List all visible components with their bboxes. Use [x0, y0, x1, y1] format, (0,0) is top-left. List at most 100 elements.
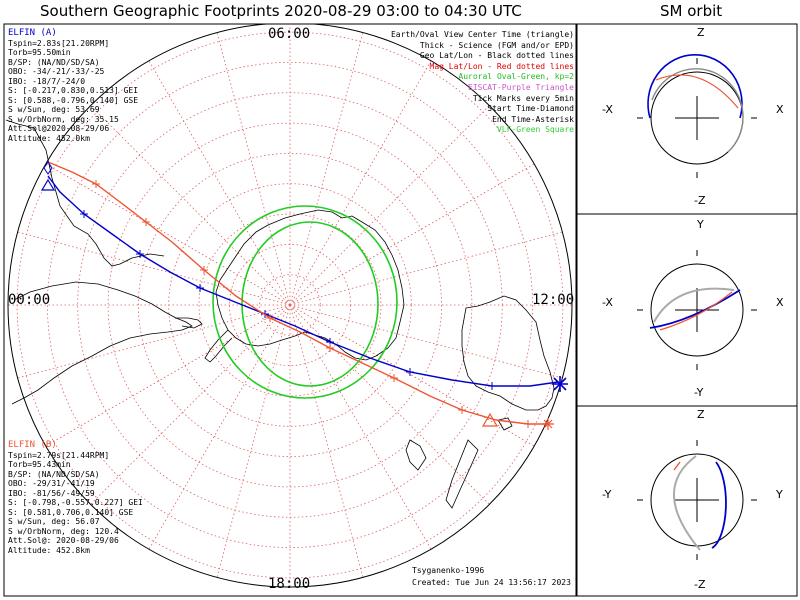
orbit-xz-top-label: Z [697, 26, 705, 39]
elfin-a-tick-mark [406, 368, 414, 376]
mag-longitude-line [216, 32, 291, 306]
elfin-a-line: S w/Sun, deg: 53.69 [8, 105, 100, 114]
elfin-a-line: S w/OrbNorm, deg: 35.15 [8, 114, 119, 124]
legend-item: Thick - Science (FGM and/or EPD) [419, 40, 574, 50]
antarctica-outline [215, 209, 405, 361]
antarctic-peninsula-outline [204, 329, 233, 363]
mag-longitude-line [289, 304, 364, 578]
legend-item: Tick Marks every 5min [472, 93, 574, 103]
elfin-b-info: ELFIN (B) Tspin=2.79s[21.44RPM] Torb=95.… [8, 440, 143, 555]
elfin-b-orbit-yz [673, 461, 681, 471]
elfin-b-line: S: [0.581,0.706,0.140] GSE [8, 507, 134, 517]
sm-orbit-panels [637, 54, 757, 560]
elfin-b-view-center-triangle [481, 412, 499, 427]
elfin-b-line: S w/OrbNorm, deg: 120.4 [8, 526, 119, 536]
geo-grid [7, 24, 573, 588]
chart-title: Southern Geographic Footprints 2020-08-2… [40, 2, 522, 20]
mag-latitude-circle [137, 152, 443, 458]
elfin-b-line: B/SP: (NA/ND/SD/SA) [8, 469, 100, 479]
legend-item: Geo Lat/Lon - Black dotted lines [419, 51, 574, 61]
mag-longitude-line [45, 163, 291, 306]
clock-label-bottom: 18:00 [268, 576, 311, 592]
orbit-xy-top-label: Y [697, 218, 704, 231]
mag-longitude-line [289, 105, 490, 306]
elfin-b-line: S w/Sun, deg: 56.07 [8, 517, 100, 526]
clock-label-left: 00:00 [8, 292, 51, 308]
elfin-a-line: S: [0.588,-0.796,0.140] GSE [8, 95, 139, 105]
earth-circle-xy [650, 263, 744, 357]
south-america-outline [11, 281, 193, 405]
orbit-panel-title: SM orbit [660, 2, 723, 20]
mag-latitude-circle [259, 274, 321, 336]
orbit-shadow-xy [653, 287, 735, 323]
mag-longitude-line [289, 304, 432, 550]
mag-longitude-line [148, 60, 291, 306]
mag-longitude-line [17, 231, 291, 306]
orbit-xz-right-label: X [776, 103, 784, 116]
legend-item: Start Time-Diamond [487, 104, 574, 114]
elfin-b-tick-mark [92, 180, 100, 188]
mag-longitude-line [45, 304, 291, 447]
orbit-yz-top-label: Z [697, 408, 705, 421]
elfin-b-name: ELFIN (B) [8, 440, 57, 450]
elfin-b-tick-mark [524, 420, 532, 428]
elfin-b-tick-mark [200, 266, 208, 274]
elfin-a-tick-mark [488, 382, 496, 390]
elfin-a-line: IBO: -18/7/-24/0 [8, 76, 86, 86]
orbit-shadow-xz [651, 68, 744, 153]
elfin-b-line: OBO: -29/31/-41/19 [8, 479, 95, 488]
elfin-b-line: Altitude: 452.8km [8, 545, 90, 555]
elfin-b-line: Att.Sol@: 2020-08-29/06 [8, 536, 119, 545]
legend-item: VLF-Green Square [496, 125, 574, 135]
satellite-tracks [40, 161, 568, 430]
elfin-b-line: Tspin=2.79s[21.44RPM] [8, 450, 110, 460]
created-label: Created: Tue Jun 24 13:56:17 2023 [412, 578, 571, 587]
mag-longitude-line [216, 304, 291, 578]
elfin-a-line: B/SP: (NA/ND/SD/SA) [8, 57, 100, 67]
mag-longitude-line [90, 105, 291, 306]
mag-longitude-line [289, 231, 563, 306]
legend-item: Auroral Oval-Green, kp=2 [458, 72, 574, 82]
elfin-a-orbit-yz [711, 461, 727, 549]
legend-item: EISCAT-Purple Triangle [468, 82, 574, 92]
elfin-b-tick-mark [458, 406, 466, 414]
elfin-a-info: ELFIN (A) Tspin=2.83s[21.20RPM] Torb=95.… [8, 28, 139, 143]
mag-longitude-line [289, 60, 432, 306]
orbit-yz-bottom-label: -Z [694, 578, 706, 591]
elfin-a-view-center-triangle [40, 178, 56, 191]
legend-item: End Time-Asterisk [492, 114, 574, 124]
landmass-outlines [5, 119, 555, 509]
orbit-yz-right-label: Y [776, 488, 783, 501]
orbit-xy-bottom-label: -Y [694, 386, 704, 399]
elfin-a-line: Torb=95.50min [8, 48, 71, 57]
elfin-b-tick-mark [326, 344, 334, 352]
elfin-a-start-diamond [43, 161, 53, 175]
elfin-b-track [47, 161, 548, 425]
mag-longitude-line [289, 163, 535, 306]
elfin-a-orbit-xz [647, 54, 743, 119]
orbit-shadow-yz [673, 455, 701, 551]
elfin-a-tick-mark [80, 210, 88, 218]
elfin-a-line: S: [-0.217,0.830,0.513] GEI [8, 86, 139, 95]
clock-label-top: 06:00 [268, 26, 311, 42]
elfin-b-orbit-xz [655, 74, 739, 109]
elfin-b-tick-mark [390, 374, 398, 382]
south-america-tip-outline [175, 317, 203, 329]
elfin-b-end-asterisk [542, 418, 554, 430]
elfin-a-orbit-xy [649, 289, 741, 329]
map-outer-circle [7, 24, 573, 588]
elfin-a-tick-mark [136, 250, 144, 258]
elfin-a-line: OBO: -34/-21/-33/-25 [8, 67, 105, 76]
tasmania-outline [497, 417, 513, 431]
new-zealand-outline [445, 439, 479, 509]
elfin-a-tick-mark [196, 284, 204, 292]
orbit-xz-bottom-label: -Z [694, 194, 706, 207]
australia-outline [461, 295, 555, 411]
mag-longitude-line [17, 304, 291, 379]
elfin-b-line: S: [-0.798,-0.557,0.227] GEI [8, 498, 143, 507]
clock-label-right: 12:00 [532, 292, 575, 308]
elfin-b-line: Torb=95.43min [8, 460, 71, 469]
mag-longitude-line [90, 304, 291, 505]
elfin-a-name: ELFIN (A) [8, 28, 57, 38]
